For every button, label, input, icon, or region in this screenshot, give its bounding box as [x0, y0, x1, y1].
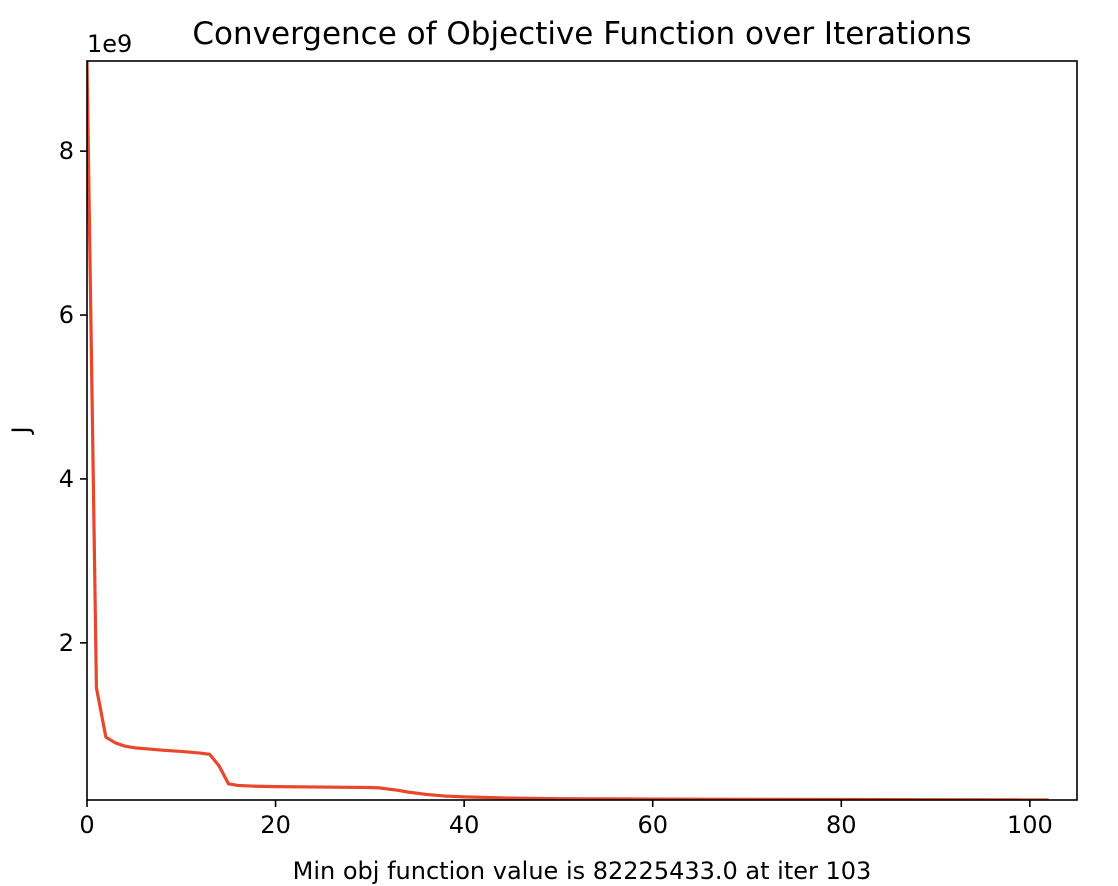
chart-title: Convergence of Objective Function over I… [192, 16, 971, 52]
x-tick-label: 60 [637, 811, 668, 839]
y-tick-label: 4 [59, 465, 74, 493]
x-axis-label: Min obj function value is 82225433.0 at … [293, 857, 872, 885]
plot-area [87, 61, 1049, 800]
x-tick-label: 20 [260, 811, 291, 839]
x-axis-ticks: 0 20 40 60 80 100 [79, 800, 1053, 839]
y-tick-label: 6 [59, 301, 74, 329]
y-axis-ticks: 2 4 6 8 [59, 137, 87, 657]
y-tick-label: 8 [59, 137, 74, 165]
y-axis-offset-label: 1e9 [87, 30, 132, 58]
x-tick-label: 40 [449, 811, 480, 839]
y-tick-label: 2 [59, 629, 74, 657]
y-axis-label: J [7, 426, 35, 435]
x-tick-label: 80 [826, 811, 857, 839]
plot-frame [86, 60, 1078, 801]
series-line-0 [87, 61, 1049, 800]
x-tick-label: 0 [79, 811, 94, 839]
x-tick-label: 100 [1007, 811, 1053, 839]
